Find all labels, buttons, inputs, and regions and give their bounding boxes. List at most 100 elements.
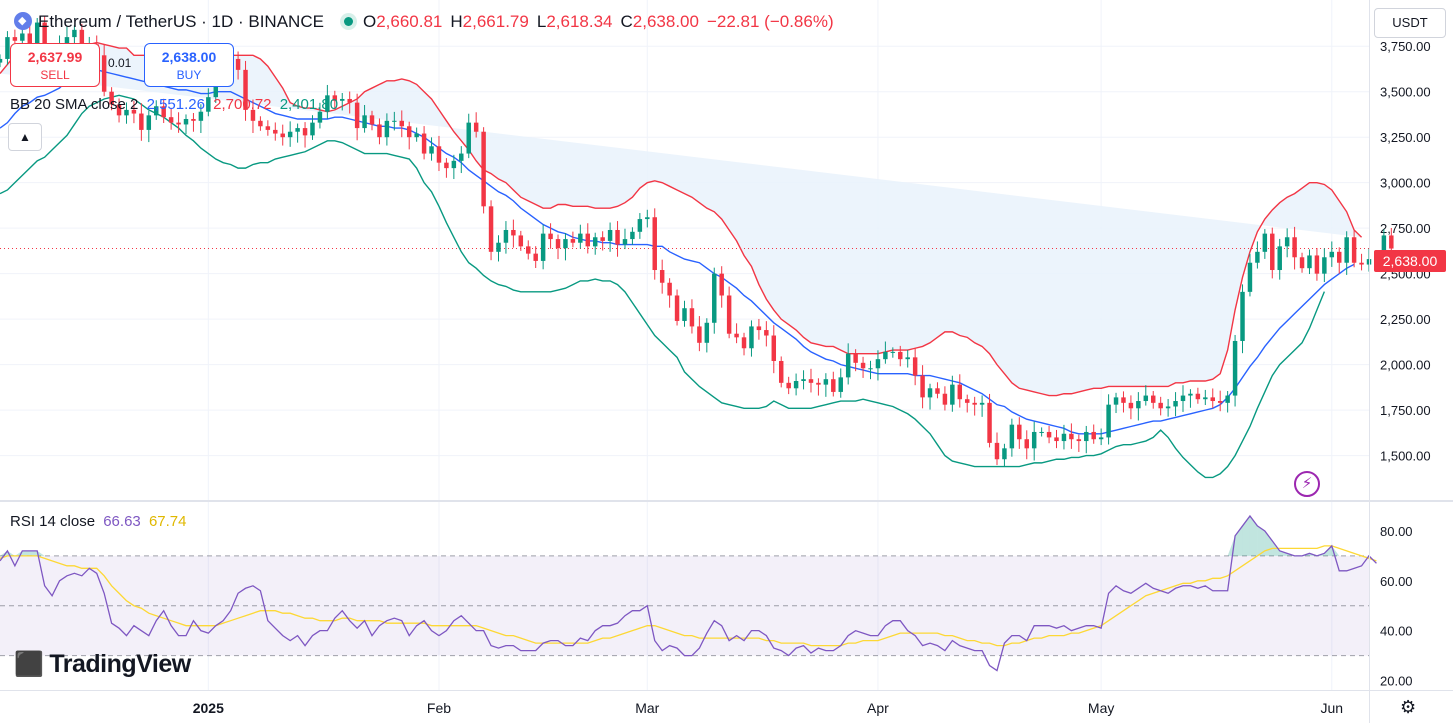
- rsi-pane[interactable]: 80.00 60.00 40.00 20.00: [0, 502, 1413, 690]
- symbol-title[interactable]: Ethereum / TetherUS · 1D · BINANCE: [38, 12, 324, 31]
- candle: [1180, 385, 1186, 412]
- rsi-chart[interactable]: 80.00 60.00 40.00 20.00: [0, 502, 1453, 690]
- candle: [280, 124, 285, 146]
- candle-body: [317, 111, 323, 123]
- candle: [1024, 430, 1029, 460]
- price-chart-pane[interactable]: 3,750.00 3,500.00 3,250.00 3,000.00 2,750.00…: [0, 0, 1431, 500]
- candle-body: [414, 133, 419, 138]
- candle: [645, 209, 650, 228]
- candle-body: [734, 333, 739, 338]
- candle-body: [1121, 397, 1126, 403]
- candle-body: [1188, 393, 1193, 396]
- candle: [1128, 395, 1134, 420]
- pane-divider[interactable]: [0, 500, 1453, 502]
- candle-body: [831, 379, 836, 392]
- collapse-legend-button[interactable]: ▲: [8, 123, 42, 151]
- candle-body: [1017, 424, 1022, 440]
- high-label: H: [450, 12, 463, 31]
- candle-body: [652, 217, 657, 271]
- candle-body: [1277, 246, 1282, 271]
- candle: [384, 113, 390, 146]
- candle: [630, 227, 635, 245]
- bb-lower-value: 2,401.80: [279, 96, 339, 113]
- candle-body: [1151, 395, 1156, 403]
- rsi-overbought-fill: [37, 550, 45, 556]
- candle: [1203, 389, 1208, 406]
- lightning-icon[interactable]: ⚡: [1294, 471, 1320, 497]
- candle: [972, 396, 977, 416]
- candle: [890, 347, 896, 358]
- candle: [72, 25, 77, 46]
- candle-body: [0, 58, 3, 63]
- candle-body: [384, 120, 390, 138]
- candle-body: [786, 382, 791, 389]
- time-axis[interactable]: 2025 Feb Mar Apr May Jun: [0, 690, 1453, 723]
- candle: [235, 51, 241, 80]
- candle: [1284, 228, 1290, 258]
- candle-body: [898, 351, 903, 360]
- rsi-ma-value: 67.74: [148, 513, 187, 530]
- candle: [1165, 399, 1171, 417]
- candle-body: [1292, 237, 1297, 258]
- candle-body: [496, 242, 501, 252]
- candle: [756, 318, 762, 340]
- candle: [362, 104, 367, 133]
- currency-selector[interactable]: USDT: [1374, 8, 1446, 38]
- candle: [964, 394, 970, 413]
- candle: [518, 230, 524, 251]
- rsi-overbought-fill: [1242, 515, 1250, 556]
- candle-body: [436, 146, 442, 163]
- bb-legend[interactable]: BB 20 SMA close 2 2,551.26 2,700.72 2,40…: [10, 96, 338, 113]
- candle: [831, 371, 836, 397]
- candle-body: [823, 379, 829, 385]
- gear-icon[interactable]: ⚙: [1400, 697, 1417, 717]
- bb-upper-value: 2,700.72: [213, 96, 272, 113]
- candle-body: [1031, 431, 1037, 449]
- candle-body: [131, 109, 137, 114]
- symbol-legend[interactable]: Ethereum / TetherUS · 1D · BINANCE O2,660…: [14, 12, 842, 32]
- candle-body: [1136, 401, 1141, 409]
- sell-button[interactable]: 2,637.99 SELL: [10, 43, 100, 87]
- candle: [823, 373, 829, 397]
- candle: [942, 386, 948, 411]
- candle-body: [816, 382, 821, 385]
- rsi-line: [0, 514, 1377, 672]
- candle: [1173, 392, 1178, 417]
- candle-body: [310, 122, 315, 136]
- candle: [1017, 417, 1022, 449]
- candle: [332, 90, 338, 110]
- tradingview-logo[interactable]: ⬛ TradingView: [14, 650, 191, 679]
- candle: [154, 100, 159, 120]
- candle: [927, 383, 933, 410]
- candle: [1195, 387, 1201, 404]
- candle: [436, 135, 442, 172]
- candle-body: [920, 375, 925, 398]
- candle-body: [116, 104, 122, 116]
- buy-button[interactable]: 2,638.00 BUY: [144, 43, 234, 87]
- candle: [860, 356, 866, 378]
- rsi-legend[interactable]: RSI 14 close 66.63 67.74: [10, 513, 186, 530]
- candle-body: [466, 122, 471, 154]
- candle-body: [630, 231, 635, 240]
- price-chart[interactable]: 3,750.00 3,500.00 3,250.00 3,000.00 2,750.00…: [0, 0, 1453, 500]
- candle-body: [1344, 237, 1349, 263]
- candle-body: [34, 22, 40, 49]
- candle: [444, 158, 449, 178]
- candle: [496, 235, 501, 262]
- bb-label[interactable]: BB 20 SMA close 2: [10, 96, 139, 113]
- rsi-overbought-fill: [0, 550, 8, 556]
- candle: [429, 137, 434, 161]
- candle: [1225, 391, 1230, 413]
- candle: [912, 348, 918, 386]
- candle: [838, 368, 843, 398]
- candle-body: [362, 115, 367, 129]
- candle-body: [258, 120, 263, 127]
- rsi-label[interactable]: RSI 14 close: [10, 513, 96, 530]
- candle-body: [1381, 235, 1387, 256]
- time-tick-label: May: [1088, 700, 1114, 716]
- sell-price: 2,637.99: [27, 49, 83, 65]
- bb-basis-line: [0, 69, 1355, 435]
- candle: [1359, 253, 1364, 271]
- candle: [1039, 427, 1044, 437]
- candle: [1270, 227, 1275, 279]
